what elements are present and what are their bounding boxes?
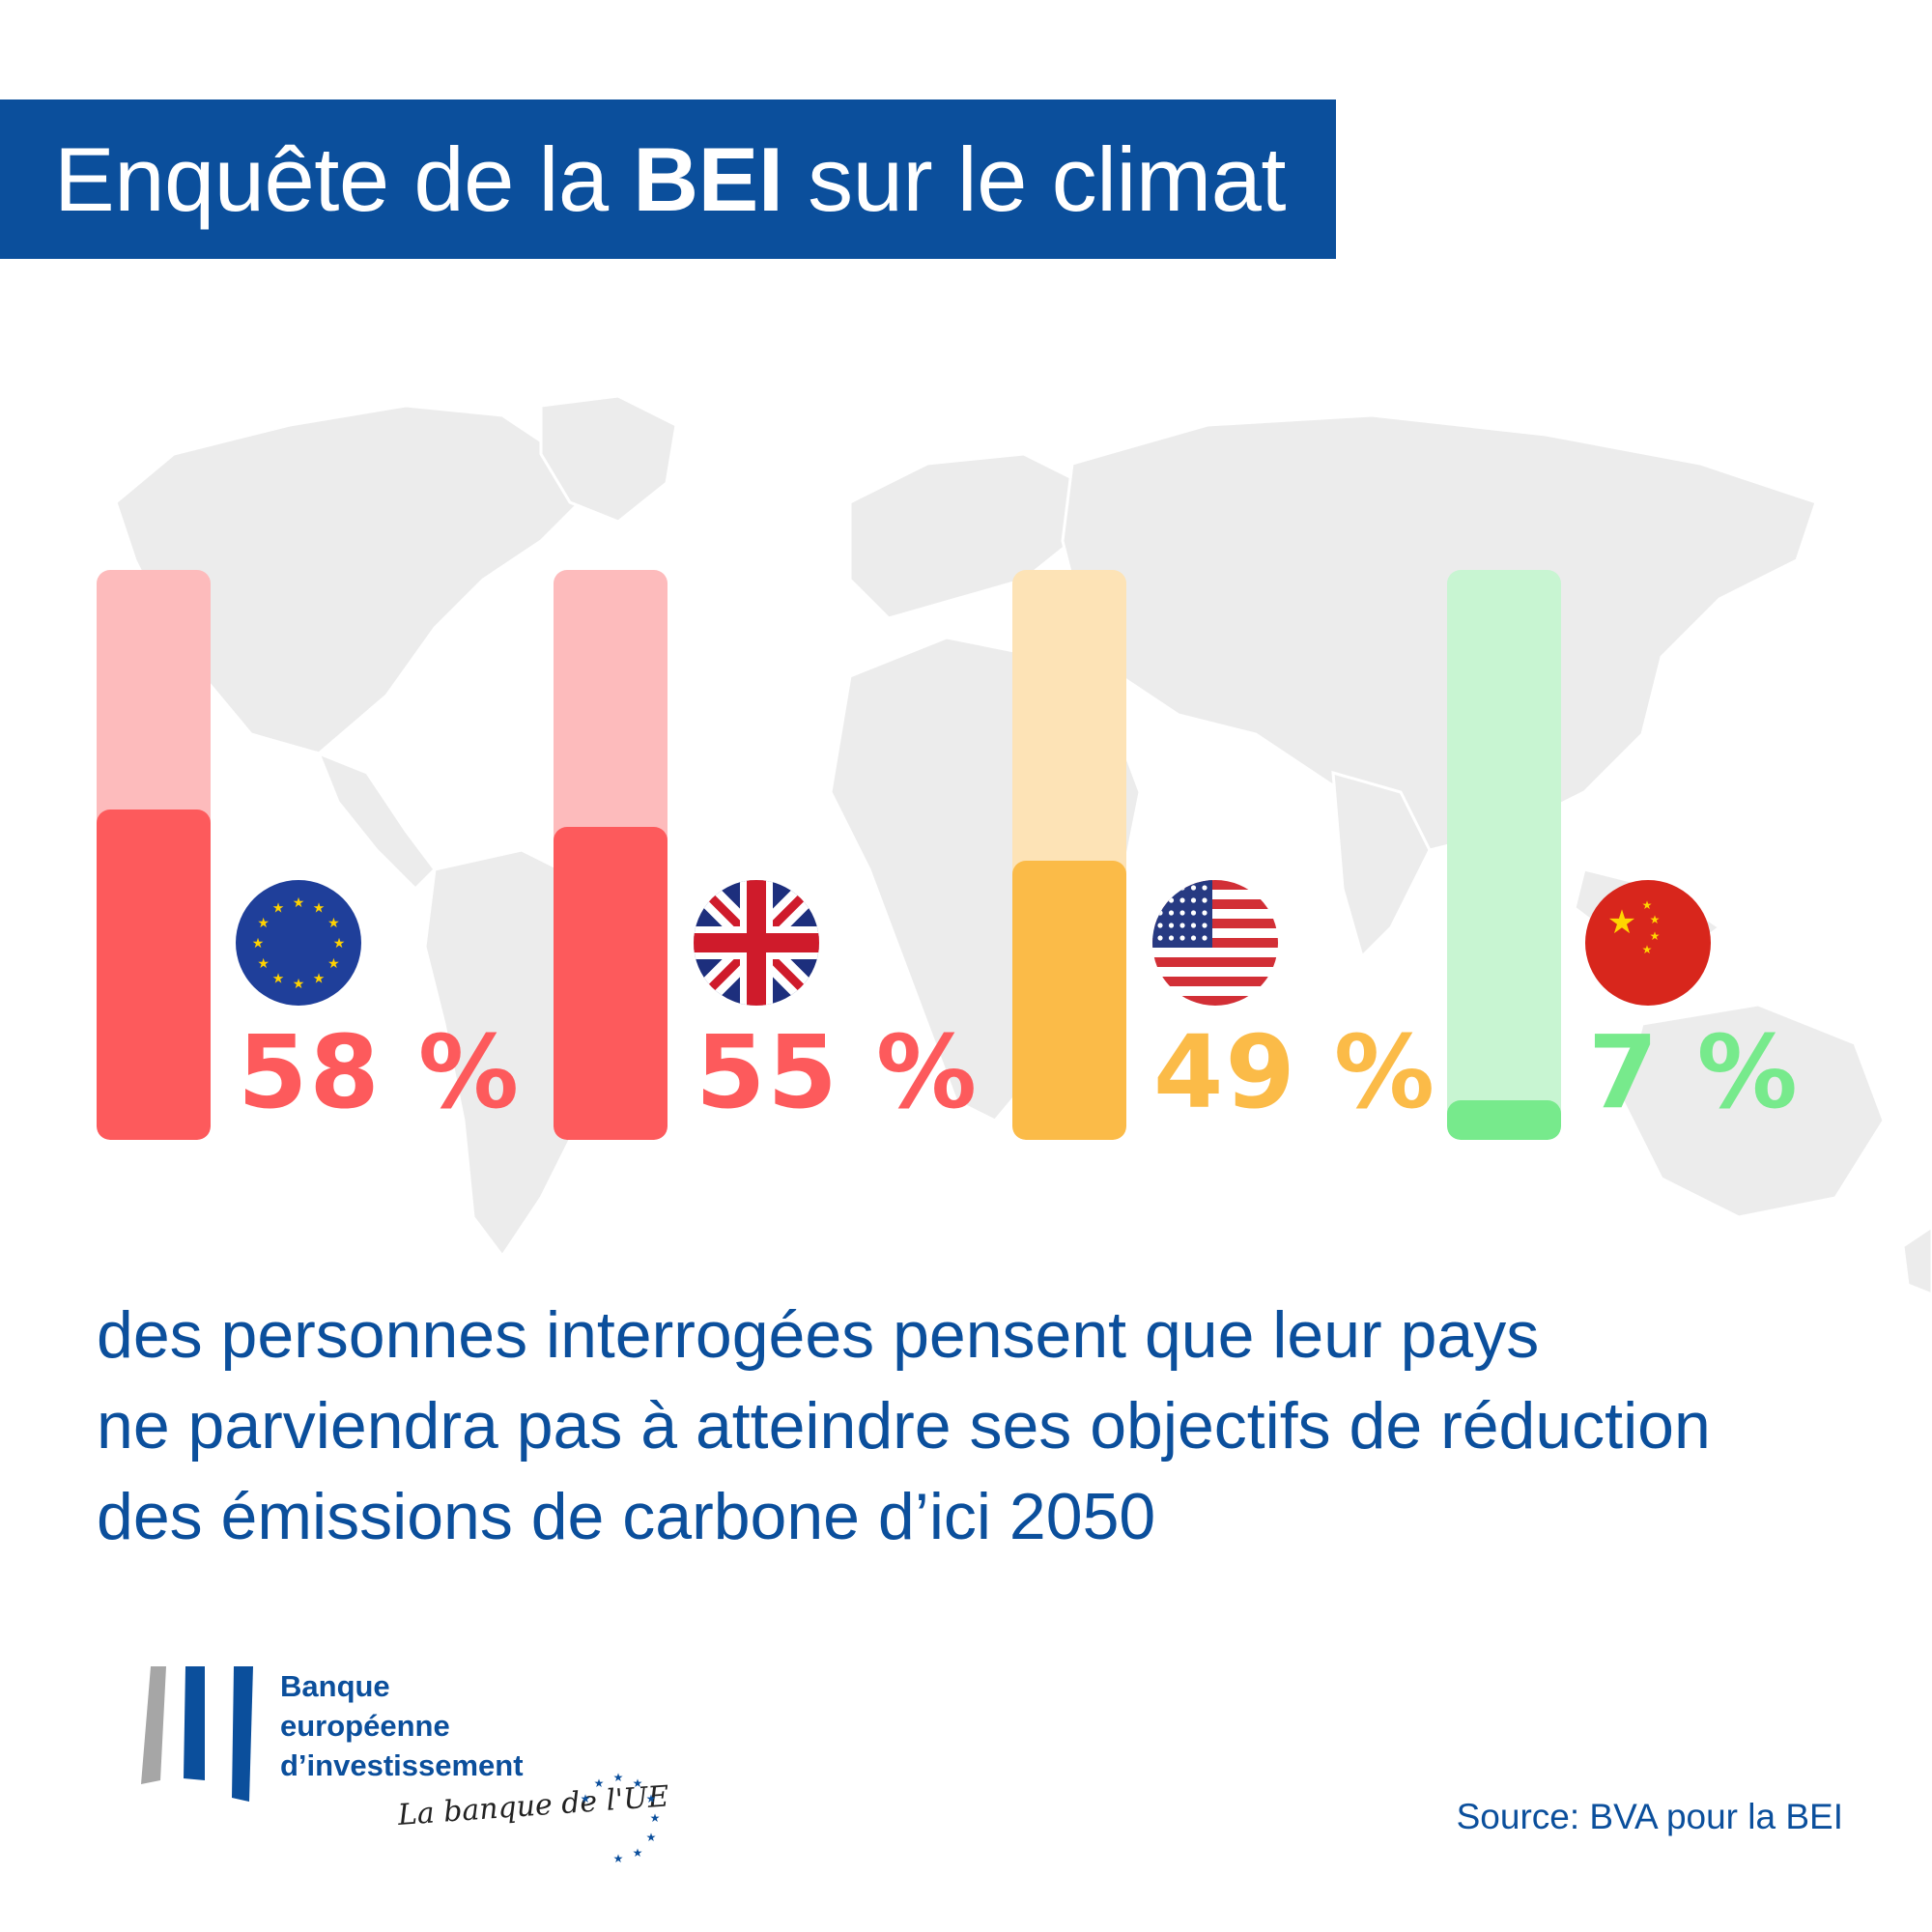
- svg-text:★: ★: [1650, 929, 1661, 943]
- caption-line-3: des émissions de carbone d’ici 2050: [97, 1480, 1156, 1553]
- title-bold: BEI: [633, 128, 783, 230]
- bar-track: [554, 570, 668, 1140]
- bar-track: [1012, 570, 1126, 1140]
- svg-text:★: ★: [613, 1771, 624, 1784]
- svg-text:★: ★: [252, 936, 265, 952]
- svg-text:★: ★: [650, 1811, 661, 1825]
- value-label: 58 %: [238, 1013, 522, 1131]
- bar-fill: [1447, 1099, 1561, 1140]
- svg-text:★: ★: [293, 977, 305, 992]
- caption-line-1: des personnes interrogées pensent que le…: [97, 1298, 1540, 1372]
- title-prefix: Enquête de la: [54, 128, 634, 230]
- svg-text:★: ★: [293, 895, 305, 911]
- svg-text:★: ★: [1642, 943, 1653, 956]
- title-banner: Enquête de la BEI sur le climat: [0, 99, 1336, 259]
- eu-flag-icon: ★ ★ ★ ★ ★ ★ ★ ★ ★ ★ ★ ★: [236, 880, 361, 1006]
- value-label: 7 %: [1588, 1013, 1800, 1131]
- svg-text:★: ★: [333, 936, 346, 952]
- svg-text:★: ★: [257, 916, 270, 931]
- eu-stars-icon: ★ ★★ ★★★ ★★★: [581, 1771, 661, 1864]
- bar-track: [1447, 570, 1561, 1140]
- svg-text:★: ★: [1650, 913, 1661, 926]
- logo-line-2: européenne: [280, 1709, 450, 1743]
- svg-text:★: ★: [633, 1776, 643, 1790]
- caption-line-2: ne parviendra pas à atteindre ses object…: [97, 1389, 1711, 1463]
- logo-line-1: Banque: [280, 1669, 390, 1703]
- bar-fill: [1012, 860, 1126, 1140]
- page-title: Enquête de la BEI sur le climat: [0, 128, 1287, 232]
- svg-text:★: ★: [581, 1792, 591, 1805]
- bar-fill: [97, 809, 211, 1140]
- svg-text:★: ★: [257, 956, 270, 972]
- svg-text:★: ★: [646, 1831, 657, 1844]
- svg-text:★: ★: [313, 901, 326, 917]
- bar-fill: [554, 826, 668, 1140]
- us-flag-icon: [1152, 880, 1278, 1006]
- svg-text:★: ★: [327, 956, 340, 972]
- svg-text:★: ★: [313, 971, 326, 986]
- svg-text:★: ★: [633, 1846, 643, 1860]
- chart-caption: des personnes interrogées pensent que le…: [97, 1290, 1893, 1562]
- eib-logo-icon: [141, 1666, 253, 1802]
- bar-track: [97, 570, 211, 1140]
- title-suffix: sur le climat: [782, 128, 1287, 230]
- svg-text:★: ★: [646, 1792, 657, 1805]
- svg-text:★: ★: [1642, 898, 1653, 912]
- uk-flag-icon: [694, 880, 819, 1006]
- svg-text:★: ★: [1607, 903, 1636, 942]
- logo-wordmark: Banque européenne d’investissement: [280, 1666, 524, 1785]
- value-label: 49 %: [1153, 1013, 1437, 1131]
- svg-text:★: ★: [613, 1852, 624, 1864]
- svg-text:★: ★: [272, 971, 285, 986]
- china-flag-icon: ★ ★ ★ ★ ★: [1585, 880, 1711, 1006]
- svg-text:★: ★: [594, 1776, 605, 1790]
- svg-text:★: ★: [327, 916, 340, 931]
- value-label: 55 %: [696, 1013, 980, 1131]
- logo-line-3: d’investissement: [280, 1748, 524, 1782]
- svg-text:★: ★: [272, 901, 285, 917]
- source-note: Source: BVA pour la BEI: [1456, 1797, 1843, 1836]
